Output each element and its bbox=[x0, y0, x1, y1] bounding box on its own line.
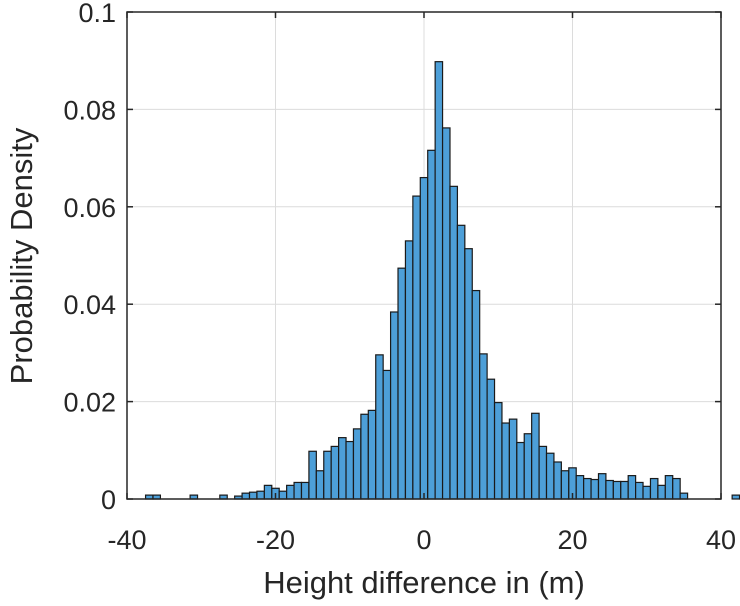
histogram-bar bbox=[531, 412, 540, 500]
histogram-bars bbox=[144, 61, 740, 500]
histogram-bar bbox=[352, 428, 362, 500]
histogram-bar bbox=[479, 353, 488, 500]
histogram-bar bbox=[583, 477, 592, 500]
histogram-bar bbox=[508, 418, 518, 500]
histogram-bar bbox=[635, 481, 644, 500]
histogram-bar bbox=[323, 450, 332, 500]
histogram-bar bbox=[627, 475, 637, 500]
histogram-bar bbox=[286, 484, 295, 500]
histogram-bar bbox=[575, 475, 585, 500]
y-tick-label: 0 bbox=[101, 485, 116, 515]
histogram-bar bbox=[330, 445, 340, 500]
histogram-bar bbox=[657, 484, 666, 500]
x-tick-label: -20 bbox=[256, 525, 295, 555]
histogram-bar bbox=[241, 492, 251, 500]
y-tick-label: 0.1 bbox=[78, 0, 116, 28]
histogram-bar bbox=[471, 289, 481, 500]
y-axis-label: Probability Density bbox=[4, 127, 39, 384]
histogram-bar bbox=[620, 480, 629, 500]
histogram-bar bbox=[597, 473, 607, 500]
histogram-bar bbox=[300, 481, 310, 500]
axis-ticks: -40 -20 0 20 40 0 0.02 0.04 0.06 0.08 0.1 bbox=[63, 0, 736, 555]
histogram-bar bbox=[382, 369, 392, 500]
histogram-bar bbox=[553, 461, 562, 500]
histogram-bar bbox=[523, 433, 533, 500]
histogram-bar bbox=[360, 413, 369, 500]
histogram-bar bbox=[516, 441, 525, 500]
y-tick-label: 0.08 bbox=[63, 95, 116, 125]
histogram-bar bbox=[449, 185, 459, 500]
histogram-bar bbox=[404, 240, 414, 500]
histogram-bar bbox=[664, 475, 674, 500]
histogram-bar bbox=[538, 445, 548, 500]
x-tick-label: -40 bbox=[107, 525, 146, 555]
histogram-bar bbox=[315, 470, 325, 500]
histogram-bar bbox=[456, 224, 466, 500]
histogram-bar bbox=[679, 492, 689, 500]
histogram-bar bbox=[642, 485, 652, 500]
histogram-bar bbox=[672, 477, 681, 500]
histogram-bar bbox=[248, 491, 258, 500]
histogram-bar bbox=[441, 127, 451, 500]
histogram-bar bbox=[427, 149, 436, 500]
y-tick-label: 0.04 bbox=[63, 290, 116, 320]
histogram-bar bbox=[397, 267, 407, 500]
histogram-bar bbox=[256, 490, 265, 500]
histogram-bar bbox=[345, 440, 355, 500]
x-axis-label: Height difference in (m) bbox=[263, 565, 585, 600]
histogram-bar bbox=[278, 490, 288, 500]
histogram-bar bbox=[293, 481, 303, 500]
histogram-bar bbox=[493, 401, 503, 500]
histogram-bar bbox=[590, 478, 600, 500]
histogram-bar bbox=[419, 176, 429, 500]
histogram-bar bbox=[731, 494, 740, 500]
y-tick-label: 0.02 bbox=[63, 388, 116, 418]
histogram-bar bbox=[605, 479, 614, 500]
histogram-bar bbox=[389, 311, 399, 500]
histogram-bar bbox=[501, 422, 510, 500]
histogram-bar bbox=[612, 480, 622, 500]
histogram-bar bbox=[560, 470, 570, 500]
histogram-bar bbox=[308, 450, 317, 500]
histogram-bar bbox=[338, 437, 347, 500]
y-tick-label: 0.06 bbox=[63, 193, 116, 223]
x-tick-label: 20 bbox=[557, 525, 587, 555]
histogram-bar bbox=[464, 248, 473, 500]
histogram-bar bbox=[367, 409, 377, 500]
histogram-bar bbox=[263, 484, 273, 500]
histogram-bar bbox=[375, 354, 384, 500]
histogram-bar bbox=[434, 61, 444, 500]
histogram-bar bbox=[412, 195, 421, 500]
histogram-bar bbox=[486, 378, 496, 500]
histogram-bar bbox=[545, 452, 555, 500]
x-tick-label: 40 bbox=[706, 525, 736, 555]
histogram-bar bbox=[649, 477, 659, 500]
x-tick-label: 0 bbox=[416, 525, 431, 555]
